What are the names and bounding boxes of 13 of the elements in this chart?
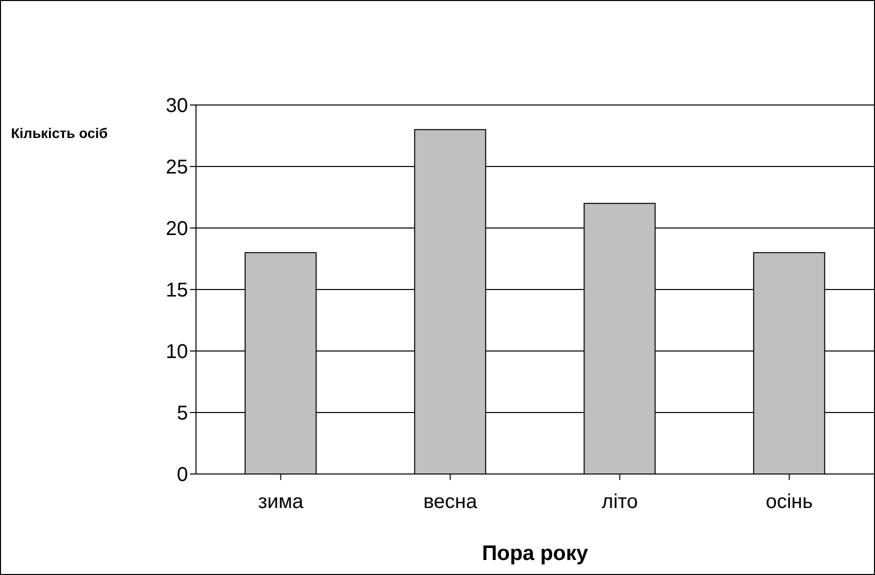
x-tick-label: весна <box>423 491 478 514</box>
y-tick-label: 20 <box>166 218 188 240</box>
x-axis-title: Пора року <box>482 542 588 565</box>
x-tick-label: літо <box>602 491 638 514</box>
y-tick-label: 15 <box>166 280 188 302</box>
y-axis-title: Кількість осіб <box>11 125 108 141</box>
y-tick-label: 10 <box>166 341 188 364</box>
x-tick-label: осінь <box>766 491 813 514</box>
y-tick-label: 25 <box>166 156 188 179</box>
y-tick-label: 0 <box>176 464 188 486</box>
y-tick-label: 30 <box>166 95 188 118</box>
y-tick-label: 5 <box>176 402 188 425</box>
x-tick-label: зима <box>258 491 304 514</box>
